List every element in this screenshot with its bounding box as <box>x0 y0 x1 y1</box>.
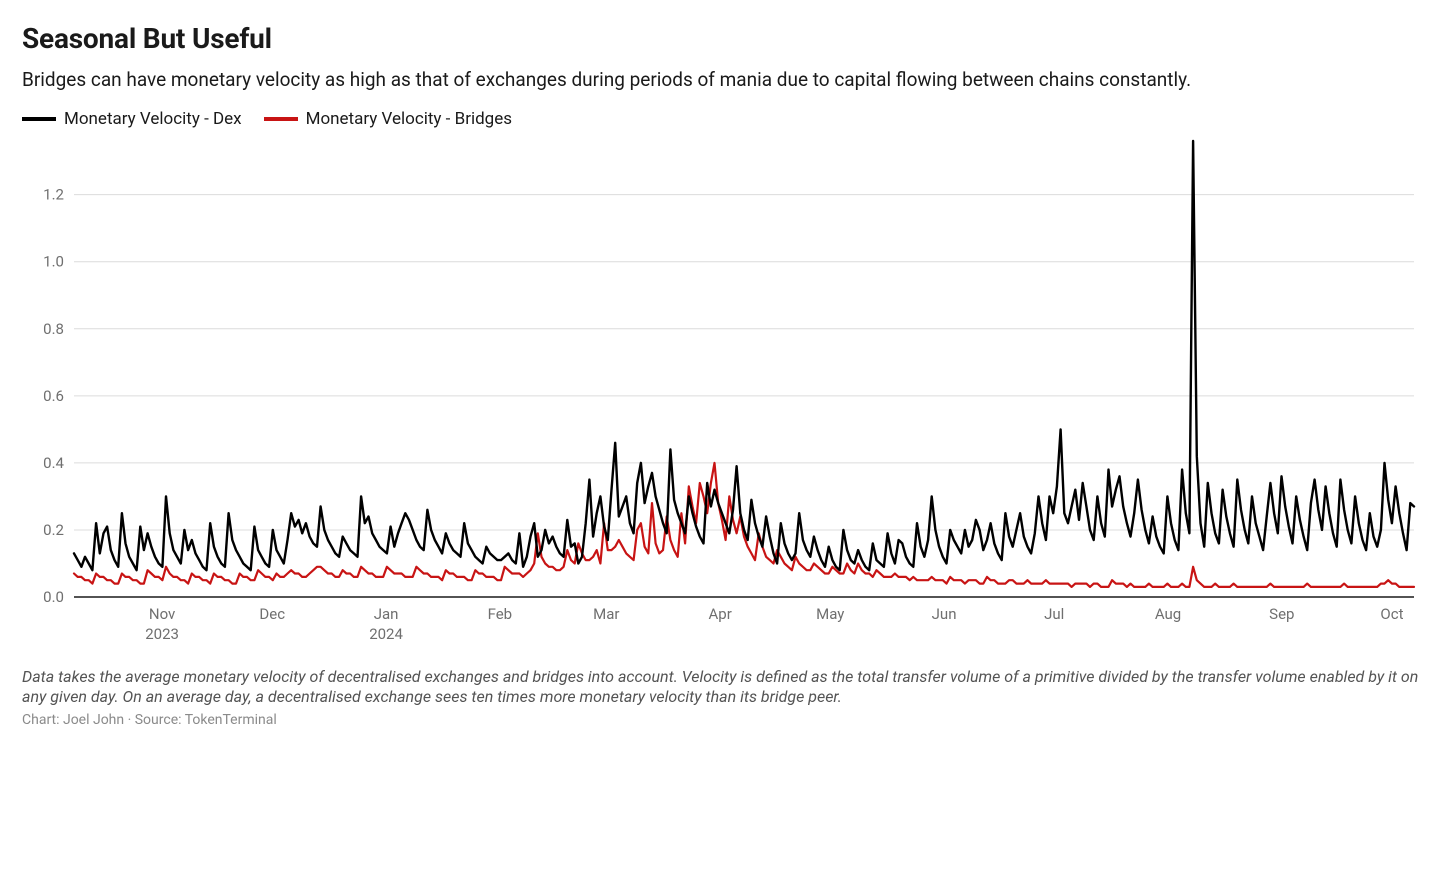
x-tick-label: Dec <box>259 605 285 623</box>
legend-item-dex: Monetary Velocity - Dex <box>22 109 242 129</box>
legend-label-dex: Monetary Velocity - Dex <box>64 109 242 129</box>
x-tick-label: Apr <box>708 605 731 623</box>
y-tick-label: 0.4 <box>43 454 64 472</box>
y-tick-label: 0.2 <box>43 521 64 539</box>
legend-label-bridges: Monetary Velocity - Bridges <box>306 109 512 129</box>
x-tick-label: Mar <box>593 605 619 623</box>
x-tick-label: Jul <box>1044 605 1064 623</box>
chart-subtitle: Bridges can have monetary velocity as hi… <box>22 67 1402 93</box>
line-chart-svg: 0.0 0.2 0.4 0.6 0.8 1.0 1.2 Nov 2023 Dec Jan 2024 Fe… <box>22 133 1422 653</box>
x-tick-label: Jun <box>932 605 957 623</box>
y-tick-label: 0.6 <box>43 386 64 404</box>
legend-swatch-dex <box>22 117 56 121</box>
x-tick-sublabel: 2023 <box>145 625 179 643</box>
legend-swatch-bridges <box>264 117 298 121</box>
chart-attribution: Chart: Joel John · Source: TokenTerminal <box>22 712 1428 728</box>
x-tick-sublabel: 2024 <box>369 625 403 643</box>
x-tick-label: Jan <box>374 605 399 623</box>
x-tick-label: Oct <box>1380 605 1403 623</box>
series-dex <box>74 141 1414 570</box>
x-tick-label: Feb <box>488 605 513 623</box>
chart-title: Seasonal But Useful <box>22 22 1428 55</box>
x-tick-label: Sep <box>1269 605 1294 623</box>
x-tick-label: May <box>816 605 844 623</box>
y-tick-label: 1.2 <box>43 185 64 203</box>
legend: Monetary Velocity - Dex Monetary Velocit… <box>22 109 1428 129</box>
x-tick-label: Aug <box>1155 605 1181 623</box>
legend-item-bridges: Monetary Velocity - Bridges <box>264 109 512 129</box>
chart-footnote: Data takes the average monetary velocity… <box>22 667 1428 709</box>
x-tick-label: Nov <box>149 605 175 623</box>
y-tick-label: 1.0 <box>43 252 64 270</box>
y-tick-label: 0.0 <box>43 588 64 606</box>
y-tick-label: 0.8 <box>43 319 64 337</box>
chart-page: Seasonal But Useful Bridges can have mon… <box>0 0 1456 879</box>
chart-area: 0.0 0.2 0.4 0.6 0.8 1.0 1.2 Nov 2023 Dec Jan 2024 Fe… <box>22 133 1428 657</box>
